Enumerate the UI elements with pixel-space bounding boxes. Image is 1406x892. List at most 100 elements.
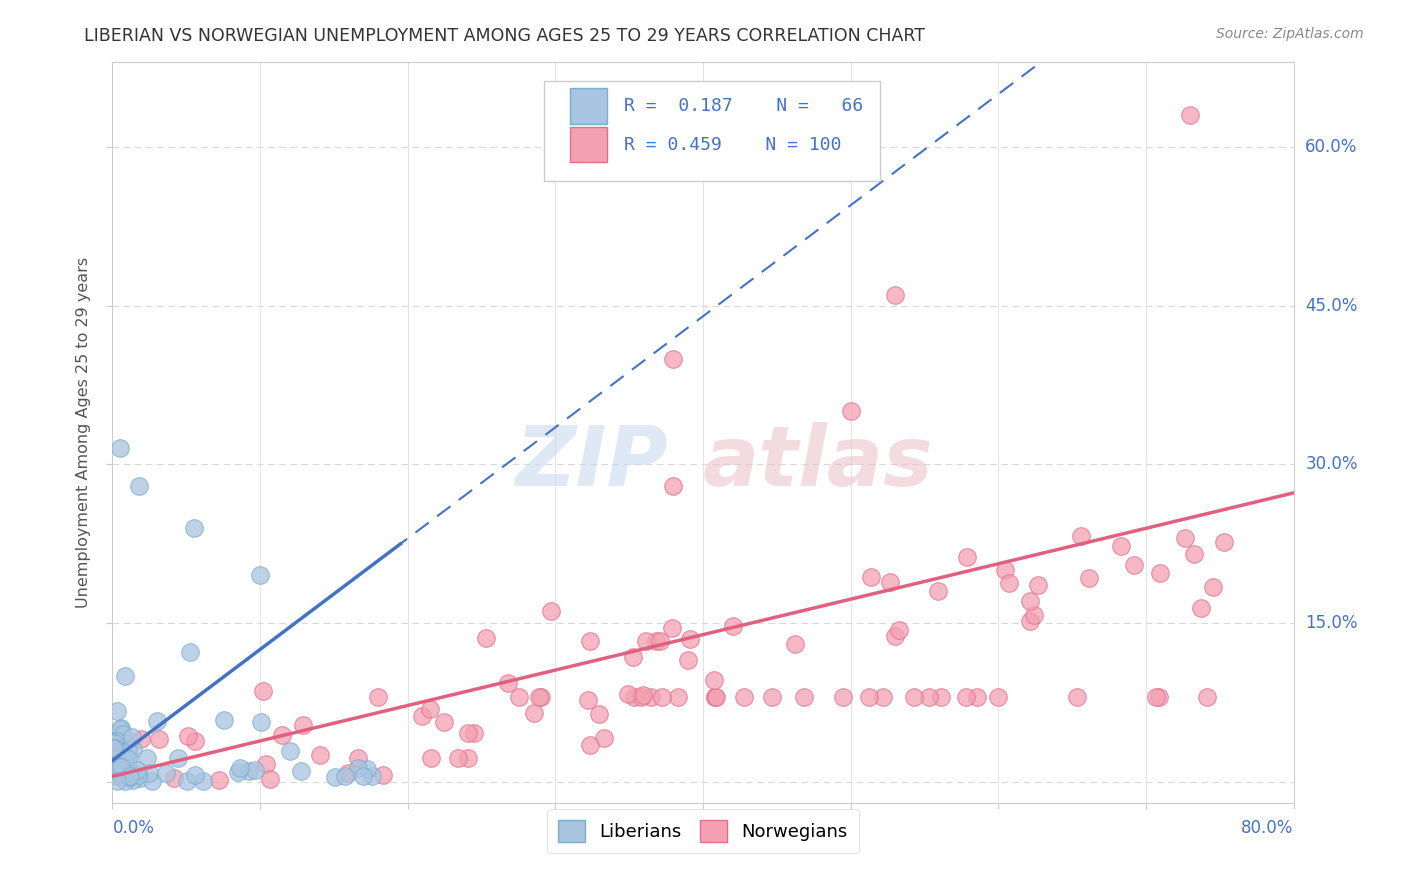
Point	[761, 690, 783, 704]
Text: 15.0%: 15.0%	[1305, 614, 1358, 632]
Point	[108, 755, 131, 769]
Point	[115, 750, 138, 764]
Point	[228, 765, 250, 780]
Point	[955, 690, 977, 704]
Point	[858, 690, 880, 704]
Point	[1070, 529, 1092, 543]
Point	[107, 734, 129, 748]
Point	[832, 690, 855, 704]
Point	[783, 638, 806, 652]
Point	[997, 575, 1019, 590]
Point	[249, 568, 271, 582]
Point	[883, 629, 905, 643]
Point	[252, 684, 274, 698]
Point	[523, 706, 546, 720]
Point	[1149, 566, 1171, 580]
Point	[678, 632, 700, 646]
Point	[662, 478, 685, 492]
Point	[662, 351, 685, 366]
Point	[176, 774, 198, 789]
Point	[103, 762, 125, 776]
Point	[650, 634, 672, 648]
Point	[860, 570, 883, 584]
Point	[128, 478, 150, 492]
Point	[631, 688, 654, 702]
Point	[104, 758, 127, 772]
Point	[361, 769, 384, 783]
Point	[105, 764, 128, 778]
Point	[457, 726, 479, 740]
Text: 45.0%: 45.0%	[1305, 297, 1358, 315]
Point	[184, 768, 207, 782]
Point	[117, 752, 139, 766]
Point	[108, 442, 131, 456]
Point	[621, 650, 644, 665]
Point	[118, 770, 141, 784]
Point	[721, 618, 744, 632]
Point	[704, 690, 727, 704]
Point	[367, 690, 389, 704]
Point	[640, 690, 662, 704]
FancyBboxPatch shape	[569, 127, 607, 162]
Point	[411, 708, 433, 723]
Point	[373, 768, 395, 782]
Point	[463, 725, 485, 739]
Point	[1123, 558, 1146, 573]
Point	[129, 731, 152, 746]
Point	[146, 714, 169, 728]
Point	[290, 764, 312, 779]
Point	[103, 768, 125, 782]
Point	[254, 757, 277, 772]
Point	[105, 769, 128, 783]
Text: R = 0.459    N = 100: R = 0.459 N = 100	[624, 136, 841, 153]
Point	[987, 690, 1010, 704]
Point	[101, 725, 124, 739]
FancyBboxPatch shape	[544, 81, 880, 181]
Point	[733, 690, 755, 704]
Point	[179, 645, 201, 659]
Point	[125, 763, 148, 777]
Point	[118, 769, 141, 783]
Text: LIBERIAN VS NORWEGIAN UNEMPLOYMENT AMONG AGES 25 TO 29 YEARS CORRELATION CHART: LIBERIAN VS NORWEGIAN UNEMPLOYMENT AMONG…	[84, 27, 925, 45]
Point	[666, 690, 689, 704]
Point	[121, 766, 143, 780]
Point	[103, 765, 125, 780]
Point	[110, 769, 132, 783]
Point	[155, 766, 177, 780]
Point	[588, 706, 610, 721]
Point	[579, 634, 602, 648]
Point	[1195, 690, 1218, 704]
Point	[259, 772, 281, 787]
Point	[1182, 547, 1205, 561]
Text: 30.0%: 30.0%	[1305, 455, 1358, 474]
Point	[508, 690, 530, 704]
Text: 80.0%: 80.0%	[1241, 819, 1294, 837]
Point	[292, 717, 315, 731]
Point	[475, 632, 498, 646]
Point	[356, 762, 378, 776]
Point	[1149, 690, 1171, 704]
Point	[108, 760, 131, 774]
Point	[177, 729, 200, 743]
Point	[104, 741, 127, 756]
Point	[250, 714, 273, 729]
Point	[703, 673, 725, 687]
Point	[703, 690, 725, 705]
Point	[1144, 690, 1167, 704]
Point	[117, 744, 139, 758]
Point	[122, 741, 145, 756]
Text: 60.0%: 60.0%	[1305, 138, 1358, 156]
Point	[884, 288, 907, 302]
Point	[114, 669, 136, 683]
Text: 0.0%: 0.0%	[112, 819, 155, 837]
Point	[212, 714, 235, 728]
Point	[107, 744, 129, 758]
Point	[238, 764, 260, 778]
Point	[879, 575, 901, 590]
Point	[918, 690, 941, 704]
Point	[1019, 593, 1042, 607]
Point	[966, 690, 988, 704]
Point	[183, 521, 205, 535]
Point	[457, 751, 479, 765]
Point	[839, 404, 862, 418]
